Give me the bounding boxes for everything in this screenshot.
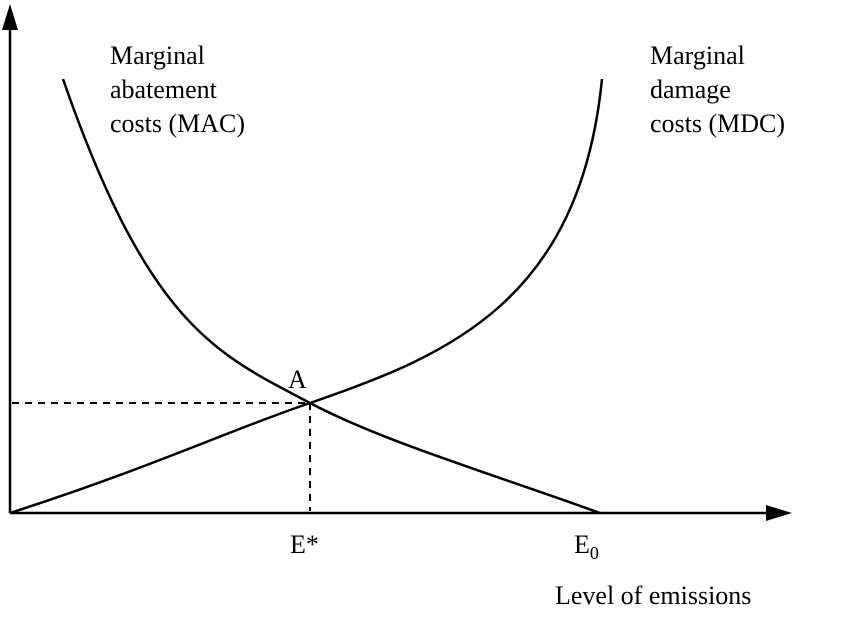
- x-axis-arrowhead: [766, 505, 792, 521]
- mdc-curve-label: Marginal damage costs (MDC): [650, 39, 785, 141]
- mdc-label-line-1: Marginal: [650, 41, 745, 70]
- mac-label-line-3: costs (MAC): [110, 109, 246, 138]
- mdc-curve: [9, 78, 604, 515]
- mac-label-line-2: abatement: [110, 75, 217, 104]
- intersection-point-label: A: [288, 365, 307, 394]
- optimal-emissions-label: E*: [290, 530, 319, 559]
- e0-base-text: E: [574, 530, 590, 559]
- mac-label-line-1: Marginal: [110, 41, 205, 70]
- initial-emissions-label: E0: [574, 528, 599, 564]
- y-axis-arrowhead: [2, 4, 18, 30]
- mac-curve: [61, 78, 601, 515]
- mac-curve-label: Marginal abatement costs (MAC): [110, 39, 245, 141]
- mdc-label-line-2: damage: [650, 75, 731, 104]
- mdc-label-line-3: costs (MDC): [650, 109, 786, 138]
- x-axis-label: Level of emissions: [555, 581, 752, 610]
- e0-subscript: 0: [589, 543, 599, 563]
